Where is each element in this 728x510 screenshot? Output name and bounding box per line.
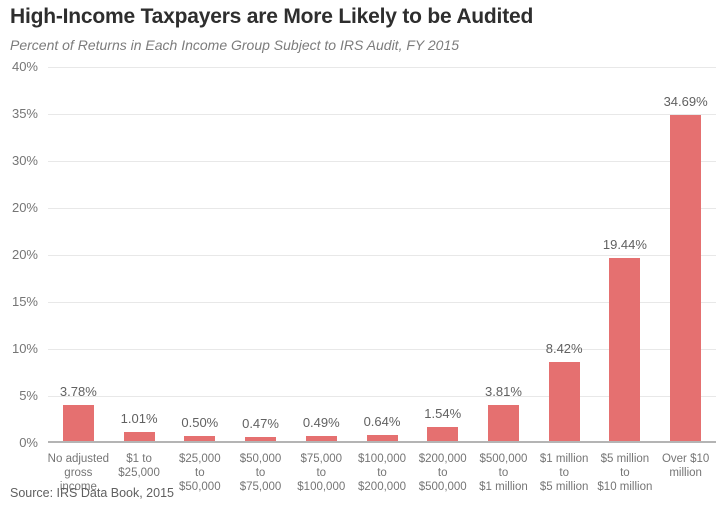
bar-chart: 40% 35% 30% 20% 20% 15% 10% 5% 0% 3.78% No adjust… — [0, 59, 728, 493]
x-axis-category-label: $100,000 to $200,000 — [358, 453, 406, 493]
chart-title: High-Income Taxpayers are More Likely to… — [10, 5, 534, 28]
bar-value-label: 1.54% — [424, 405, 462, 421]
bar-value-label: 3.81% — [485, 384, 522, 400]
bar — [123, 431, 155, 441]
bar-value-label: 0.50% — [181, 415, 219, 431]
x-axis-category-label: $200,000 to $500,000 — [418, 453, 467, 493]
y-axis-tick-label: 15% — [11, 294, 38, 309]
x-axis-category-label: $500,000 to $1 million — [479, 453, 528, 493]
bar — [366, 434, 398, 441]
bar — [670, 114, 702, 441]
bar-value-label: 34.69% — [663, 93, 708, 109]
y-axis-tick-label: 30% — [11, 153, 38, 168]
bar — [487, 405, 519, 441]
x-axis-category-label: Over $10 million — [661, 453, 710, 479]
source-note: Source: IRS Data Book, 2015 — [10, 486, 174, 500]
x-axis-category-label: $1 million to $5 million — [539, 453, 589, 493]
y-axis-tick-label: 10% — [11, 341, 38, 356]
x-axis-category-label: $50,000 to $75,000 — [239, 453, 282, 493]
bar-value-label: 19.44% — [602, 237, 647, 253]
y-axis-tick-label: 20% — [11, 200, 38, 215]
bar — [62, 405, 94, 441]
bar-value-label: 0.47% — [242, 415, 279, 431]
y-axis-tick-label: 0% — [19, 435, 38, 450]
bar-value-label: 3.78% — [59, 384, 97, 400]
y-axis-tick-label: 5% — [19, 388, 38, 403]
bar-value-label: 0.49% — [302, 415, 340, 431]
bar — [609, 258, 641, 441]
y-axis: 40% 35% 30% 20% 20% 15% 10% 5% 0% — [0, 59, 38, 450]
chart-subtitle: Percent of Returns in Each Income Group … — [10, 37, 460, 53]
bar-value-label: 8.42% — [545, 340, 583, 356]
gridline — [48, 208, 716, 209]
gridline — [48, 255, 716, 256]
x-axis-category-label: No adjusted gross income — [47, 453, 110, 493]
gridline — [48, 67, 716, 68]
y-axis-tick-label: 20% — [11, 247, 38, 262]
y-axis-tick-label: 40% — [11, 59, 38, 74]
y-axis-tick-label: 35% — [11, 106, 38, 121]
x-axis-category-label: $75,000 to $100,000 — [297, 453, 346, 493]
x-axis-baseline — [48, 441, 716, 443]
bar — [548, 361, 580, 441]
gridline — [48, 396, 716, 397]
bar — [245, 436, 277, 441]
bar-value-label: 1.01% — [120, 410, 158, 426]
gridline — [48, 161, 716, 162]
x-axis-category-label: $1 to $25,000 — [118, 453, 160, 479]
x-axis-category-label: $25,000 to $50,000 — [179, 453, 221, 493]
bar — [305, 436, 337, 441]
gridline — [48, 302, 716, 303]
gridline — [48, 114, 716, 115]
bar — [427, 426, 459, 441]
bar-value-label: 0.64% — [363, 413, 401, 429]
bar — [184, 436, 216, 441]
gridline — [48, 349, 716, 350]
plot-area: 3.78% No adjusted gross income 1.01% $1 to … — [48, 67, 716, 493]
x-axis-category-label: $5 million to $10 million — [597, 453, 653, 493]
